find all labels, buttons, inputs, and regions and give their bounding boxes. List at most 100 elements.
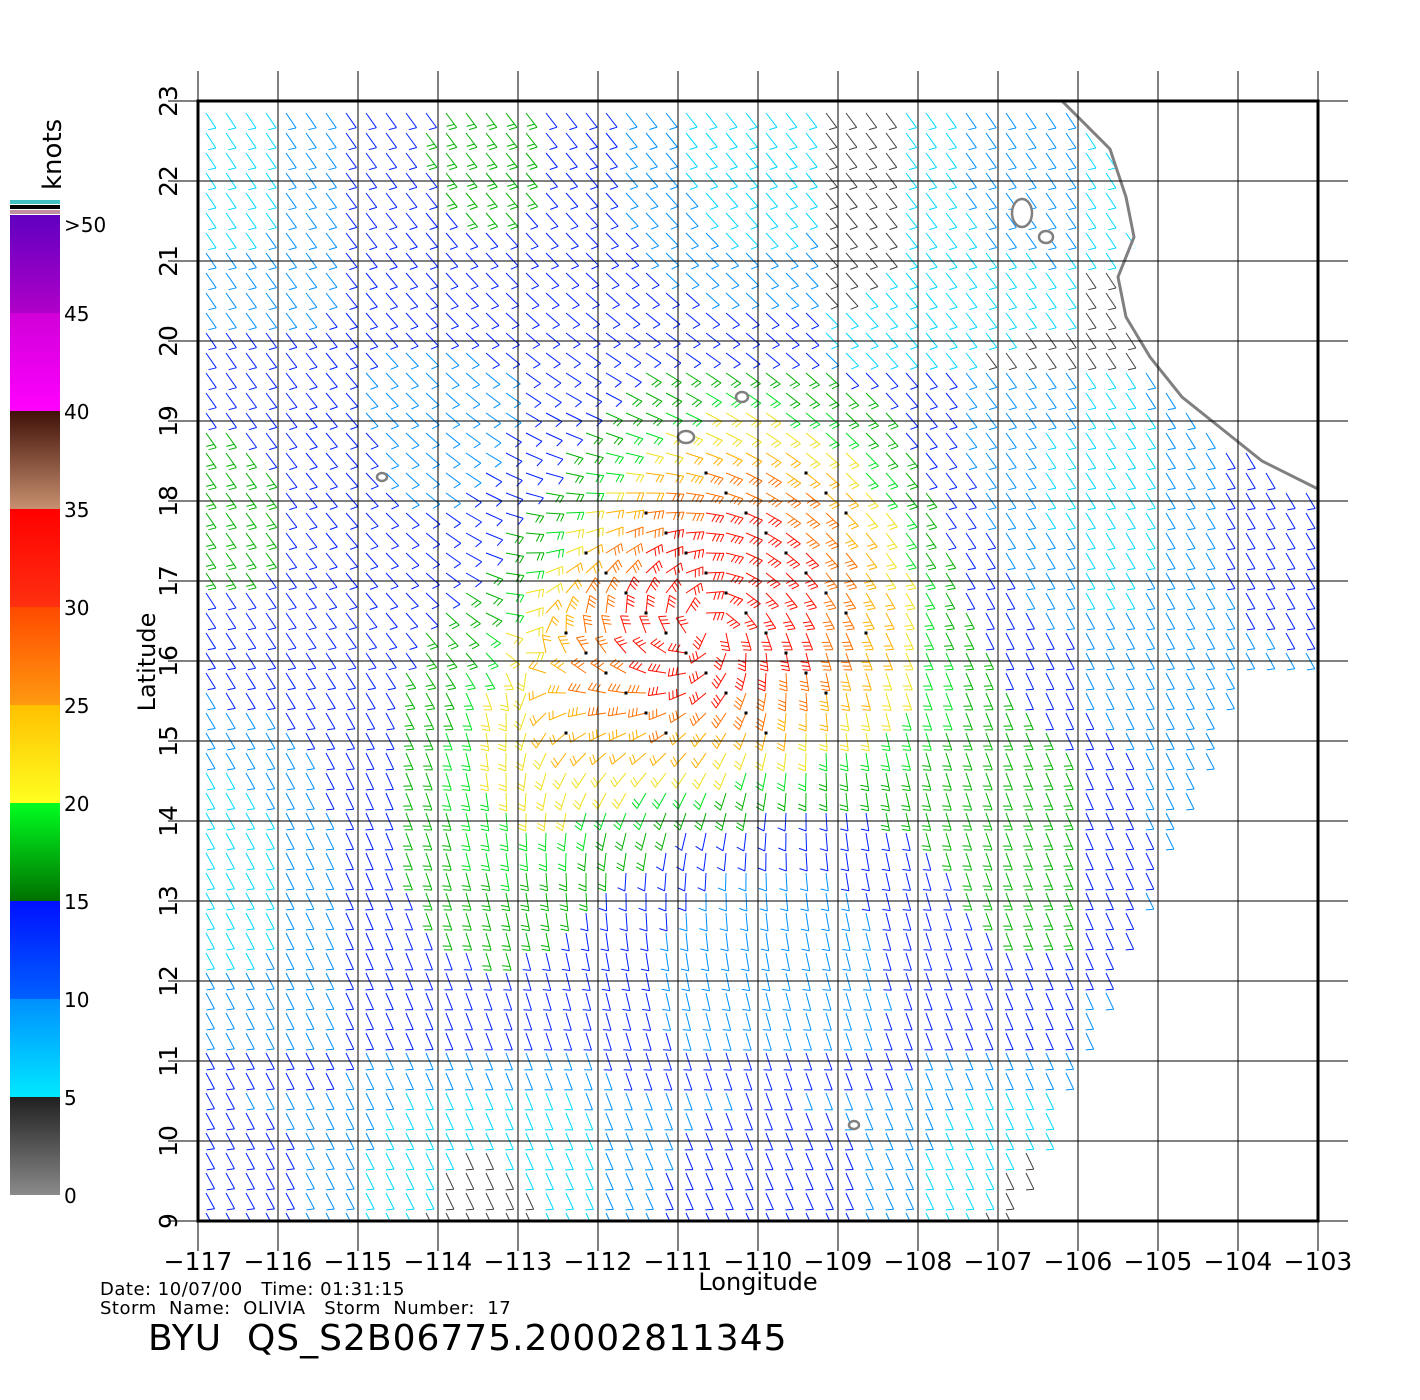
wind-barb <box>580 912 589 932</box>
longitude-tick-label: −106 <box>1044 1247 1113 1276</box>
wind-barb <box>1063 932 1074 951</box>
wind-barb <box>605 172 619 190</box>
wind-barb <box>862 632 874 651</box>
wind-barb <box>684 1152 694 1171</box>
wind-barb <box>545 172 558 190</box>
wind-barb <box>885 1152 894 1171</box>
wind-barb <box>285 1032 295 1051</box>
wind-barb <box>744 612 758 631</box>
wind-barb <box>1265 592 1276 611</box>
wind-barb <box>662 1012 672 1031</box>
wind-barb <box>525 312 540 330</box>
wind-barb <box>1005 612 1015 631</box>
wind-barb <box>445 632 459 650</box>
wind-barb <box>944 1072 954 1091</box>
wind-barb <box>800 912 810 932</box>
wind-barb <box>445 1212 451 1221</box>
wind-barb <box>605 372 622 388</box>
wind-barb <box>765 492 782 508</box>
rain-flag-marker <box>824 491 828 495</box>
wind-barb <box>325 912 335 931</box>
wind-barb <box>801 632 814 651</box>
wind-barb <box>725 112 738 131</box>
wind-barb <box>658 892 667 912</box>
wind-barb <box>1145 592 1156 611</box>
wind-barb <box>425 312 439 330</box>
wind-barb <box>245 832 255 851</box>
wind-barb <box>945 412 958 430</box>
wind-barb <box>225 612 237 631</box>
wind-barb <box>925 212 938 231</box>
wind-barb <box>525 272 540 290</box>
wind-barb <box>965 272 978 291</box>
wind-barb <box>985 112 997 131</box>
wind-barb <box>765 452 782 468</box>
wind-barb <box>525 232 539 250</box>
wind-barb <box>385 532 399 550</box>
colorbar-band <box>10 901 60 999</box>
wind-barb <box>845 452 860 470</box>
wind-barb <box>1045 372 1057 391</box>
wind-barb <box>648 708 667 721</box>
wind-barb <box>1045 392 1057 411</box>
wind-barb <box>564 1072 573 1091</box>
wind-barb <box>982 852 993 871</box>
wind-barb <box>925 272 938 290</box>
wind-barb <box>1085 192 1097 211</box>
wind-barb <box>865 332 879 350</box>
wind-barb <box>1125 852 1135 871</box>
wind-barb <box>441 792 452 811</box>
wind-barb <box>844 1072 853 1091</box>
wind-barb <box>385 172 398 191</box>
wind-barb <box>945 372 958 390</box>
longitude-tick-label: −104 <box>1204 1247 1273 1276</box>
wind-barb <box>225 172 237 191</box>
wind-barb <box>945 432 958 450</box>
wind-barb <box>985 432 998 451</box>
wind-barb <box>645 372 662 388</box>
wind-barb <box>563 1032 573 1051</box>
wind-barb <box>285 1012 295 1031</box>
wind-barb <box>925 172 938 191</box>
wind-barb <box>345 752 355 771</box>
wind-barb <box>685 212 699 230</box>
wind-barb <box>863 1012 873 1031</box>
wind-barb <box>742 992 751 1011</box>
wind-barb <box>485 212 499 230</box>
wind-barb <box>905 1172 914 1191</box>
wind-barb <box>625 232 639 250</box>
wind-barb <box>585 192 599 210</box>
wind-barb <box>825 112 838 131</box>
wind-barb <box>365 652 377 671</box>
wind-barb <box>609 658 627 674</box>
wind-barb <box>861 692 871 711</box>
wind-barb <box>679 912 688 932</box>
wind-barb <box>685 412 703 427</box>
wind-barb <box>839 792 849 812</box>
wind-barb <box>1065 452 1077 471</box>
wind-barb <box>405 592 419 610</box>
wind-barb <box>205 792 216 811</box>
wind-barb <box>485 1152 495 1171</box>
wind-barb <box>245 1112 255 1131</box>
wind-barb <box>485 492 503 507</box>
wind-barb <box>725 612 741 629</box>
wind-barb <box>1185 532 1196 551</box>
wind-barb <box>345 1192 355 1211</box>
wind-barb <box>445 352 460 370</box>
wind-barb <box>695 832 707 852</box>
wind-barb <box>843 1032 853 1051</box>
wind-barb <box>285 432 298 451</box>
wind-barb <box>525 132 538 150</box>
wind-barb <box>265 792 276 811</box>
wind-barb <box>904 612 915 631</box>
wind-barb <box>861 872 870 892</box>
wind-barb <box>841 892 850 912</box>
wind-barb <box>965 452 978 471</box>
wind-barb <box>485 112 498 131</box>
wind-barb <box>205 1152 216 1171</box>
wind-barb <box>1145 392 1157 411</box>
wind-barb <box>265 192 277 211</box>
wind-barb <box>1065 532 1076 551</box>
wind-barb <box>1145 692 1155 711</box>
